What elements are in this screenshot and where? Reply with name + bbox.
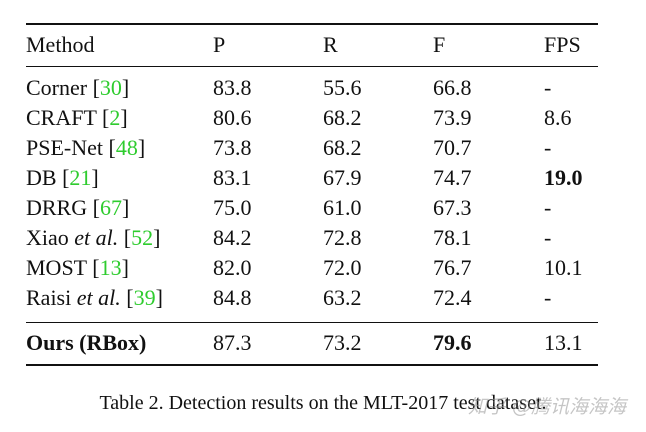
header-p: P (213, 32, 226, 57)
f-cell: 76.7 (433, 255, 472, 280)
citation-link[interactable]: 52 (131, 225, 154, 250)
fps-cell: 10.1 (544, 255, 583, 280)
method-cell: Xiao et al. [52] (26, 225, 161, 250)
r-cell: 72.0 (323, 255, 362, 280)
table-mid-rule (26, 322, 598, 323)
fps-cell-best: 19.0 (544, 165, 583, 190)
f-cell: 70.7 (433, 135, 472, 160)
table-bottom-rule (26, 364, 598, 366)
p-cell: 84.8 (213, 285, 252, 310)
citation-link[interactable]: 21 (69, 165, 92, 190)
fps-cell: 8.6 (544, 105, 572, 130)
table-header-row: Method P R F FPS (26, 30, 598, 60)
citation-link[interactable]: 13 (99, 255, 122, 280)
header-fps: FPS (544, 32, 581, 57)
header-f: F (433, 32, 446, 57)
header-method: Method (26, 32, 95, 57)
method-cell: CRAFT [2] (26, 105, 128, 130)
method-cell: PSE-Net [48] (26, 135, 146, 160)
f-cell: 67.3 (433, 195, 472, 220)
p-cell: 73.8 (213, 135, 252, 160)
p-cell: 80.6 (213, 105, 252, 130)
citation-link[interactable]: 39 (133, 285, 156, 310)
table-row: PSE-Net [48] 73.8 68.2 70.7 - (26, 133, 598, 163)
r-cell: 61.0 (323, 195, 362, 220)
watermark: 知乎 @腾讯海海海 (468, 396, 627, 418)
p-cell: 87.3 (213, 330, 252, 355)
table-header-rule (26, 66, 598, 67)
table-row: Raisi et al. [39] 84.8 63.2 72.4 - (26, 283, 598, 313)
method-cell: DRRG [67] (26, 195, 130, 220)
table-row: MOST [13] 82.0 72.0 76.7 10.1 (26, 253, 598, 283)
f-cell: 73.9 (433, 105, 472, 130)
p-cell: 75.0 (213, 195, 252, 220)
method-cell-ours: Ours (RBox) (26, 330, 147, 355)
p-cell: 84.2 (213, 225, 252, 250)
table-caption: Table 2. Detection results on the MLT-20… (99, 392, 547, 414)
f-cell: 72.4 (433, 285, 472, 310)
r-cell: 67.9 (323, 165, 362, 190)
method-cell: Corner [30] (26, 75, 130, 100)
fps-cell: - (544, 225, 552, 250)
table-top-rule (26, 23, 598, 25)
citation-link[interactable]: 67 (99, 195, 122, 220)
header-r: R (323, 32, 338, 57)
fps-cell: - (544, 135, 552, 160)
method-cell: MOST [13] (26, 255, 129, 280)
f-cell: 78.1 (433, 225, 472, 250)
citation-link[interactable]: 48 (115, 135, 138, 160)
method-cell: Raisi et al. [39] (26, 285, 163, 310)
citation-link[interactable]: 30 (99, 75, 122, 100)
table-row-ours: Ours (RBox) 87.3 73.2 79.6 13.1 (26, 328, 598, 358)
fps-cell: 13.1 (544, 330, 583, 355)
fps-cell: - (544, 285, 552, 310)
r-cell: 68.2 (323, 135, 362, 160)
p-cell: 82.0 (213, 255, 252, 280)
table-row: Xiao et al. [52] 84.2 72.8 78.1 - (26, 223, 598, 253)
r-cell: 73.2 (323, 330, 362, 355)
p-cell: 83.8 (213, 75, 252, 100)
table-row: DB [21] 83.1 67.9 74.7 19.0 (26, 163, 598, 193)
fps-cell: - (544, 195, 552, 220)
table-row: Corner [30] 83.8 55.6 66.8 - (26, 73, 598, 103)
r-cell: 68.2 (323, 105, 362, 130)
fps-cell: - (544, 75, 552, 100)
p-cell: 83.1 (213, 165, 252, 190)
f-cell: 74.7 (433, 165, 472, 190)
citation-link[interactable]: 2 (109, 105, 121, 130)
r-cell: 72.8 (323, 225, 362, 250)
r-cell: 63.2 (323, 285, 362, 310)
table-row: CRAFT [2] 80.6 68.2 73.9 8.6 (26, 103, 598, 133)
method-cell: DB [21] (26, 165, 99, 190)
f-cell: 66.8 (433, 75, 472, 100)
f-cell-best: 79.6 (433, 330, 472, 355)
table-row: DRRG [67] 75.0 61.0 67.3 - (26, 193, 598, 223)
r-cell: 55.6 (323, 75, 362, 100)
